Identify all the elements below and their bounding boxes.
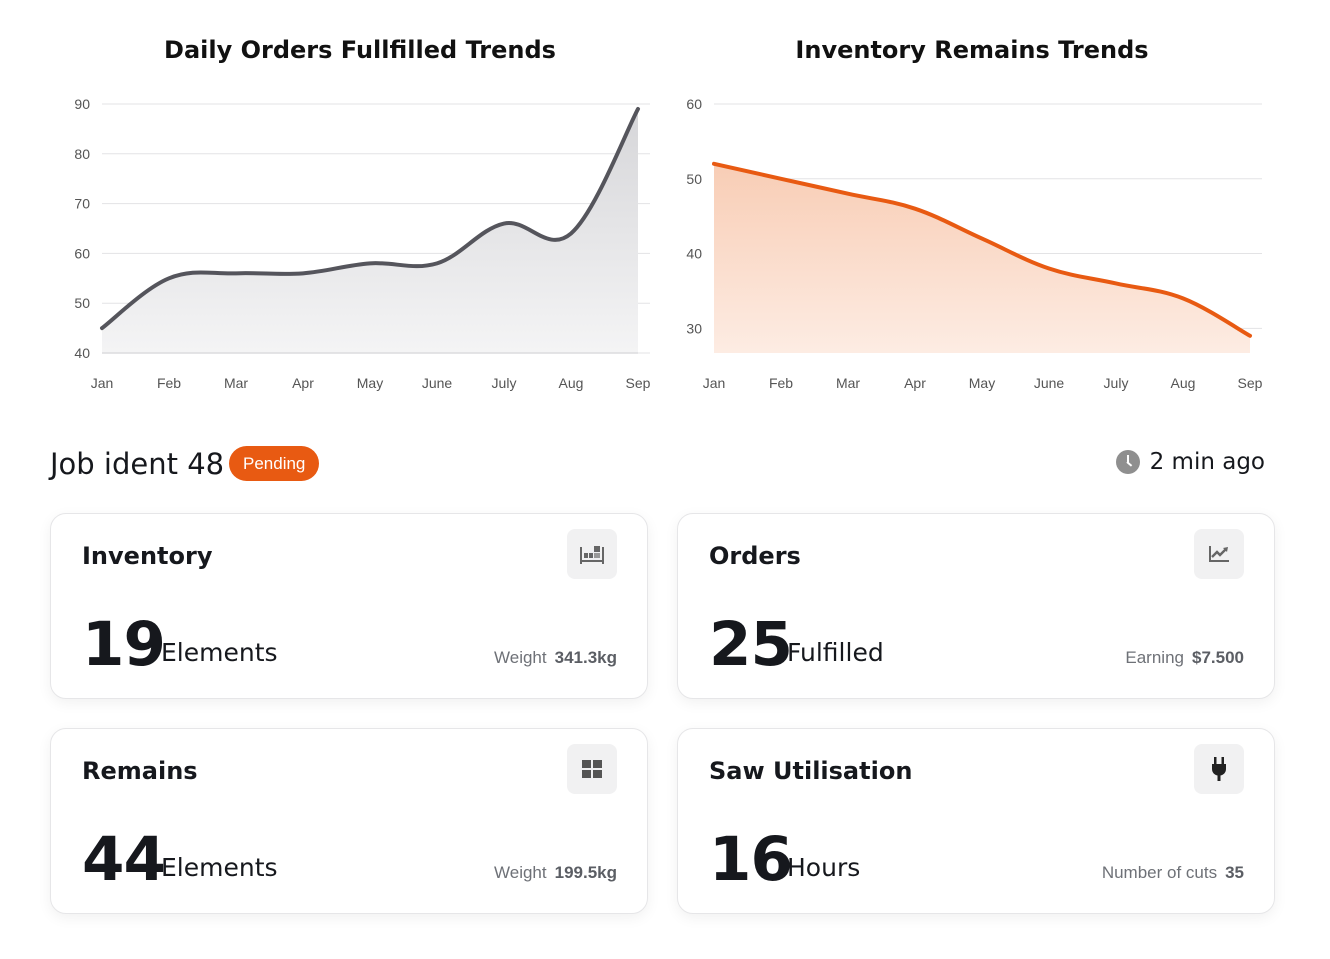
time-text: 2 min ago (1149, 449, 1265, 475)
job-title: Job ident 48 (50, 447, 225, 481)
card-title: Inventory (82, 542, 213, 570)
inventory-chart-svg: 30 40 50 60 Jan Feb Mar Apr May June July Aug Sep (686, 96, 1263, 391)
area-fill (102, 108, 638, 353)
x-tick-label: Aug (1171, 375, 1196, 391)
x-tick-label: July (1104, 375, 1129, 391)
orders-chart-svg: 40 50 60 70 80 90 Jan Feb Mar Apr May June July Aug Se… (74, 96, 651, 391)
orders-card[interactable]: Orders 25 Fulfilled Earning $7.500 (677, 513, 1275, 699)
x-tick-label: May (357, 375, 383, 391)
meta-label: Weight (494, 863, 547, 882)
remains-count: 44 (82, 824, 166, 895)
x-tick-label: Feb (769, 375, 793, 391)
x-tick-label: Sep (626, 375, 651, 391)
shelf-icon[interactable] (567, 529, 617, 579)
meta-value: 199.5kg (554, 863, 617, 882)
meta-value: 35 (1225, 863, 1244, 882)
card-title: Saw Utilisation (709, 757, 913, 785)
status-badge: Pending (229, 446, 320, 481)
y-tick-label: 70 (74, 196, 90, 212)
inventory-card[interactable]: Inventory 19 Elements Weight 341.3kg (50, 513, 648, 699)
x-tick-label: Jan (91, 375, 114, 391)
saw-hours: 16 (709, 824, 793, 895)
y-tick-label: 40 (686, 246, 702, 262)
chart-title: Inventory Remains Trends (795, 36, 1149, 64)
grid-icon[interactable] (567, 744, 617, 794)
x-tick-label: Sep (1238, 375, 1263, 391)
remains-unit: Elements (161, 853, 278, 882)
meta-value: 341.3kg (554, 648, 617, 667)
inventory-meta: Weight 341.3kg (494, 648, 617, 668)
inventory-count: 19 (82, 609, 166, 680)
x-tick-label: Apr (904, 375, 926, 391)
trend-chart-icon[interactable] (1194, 529, 1244, 579)
meta-value: $7.500 (1192, 648, 1244, 667)
orders-chart: Daily Orders Fullfilled Trends 40 50 60 70 8… (50, 30, 670, 410)
x-tick-label: Mar (836, 375, 860, 391)
remains-card[interactable]: Remains 44 Elements Weight 199.5kg (50, 728, 648, 914)
x-tick-label: Mar (224, 375, 248, 391)
saw-unit: Hours (787, 853, 861, 882)
card-title: Orders (709, 542, 801, 570)
chart-title: Daily Orders Fullfilled Trends (164, 36, 556, 64)
x-tick-label: June (422, 375, 453, 391)
meta-label: Number of cuts (1101, 863, 1218, 882)
y-tick-label: 50 (686, 171, 702, 187)
orders-meta: Earning $7.500 (1125, 648, 1244, 668)
x-tick-label: Feb (157, 375, 181, 391)
x-tick-label: Aug (559, 375, 584, 391)
saw-utilisation-card[interactable]: Saw Utilisation 16 Hours Number of cuts 3… (677, 728, 1275, 914)
y-tick-label: 50 (74, 295, 90, 311)
orders-unit: Fulfilled (787, 638, 884, 667)
area-fill (714, 163, 1250, 353)
y-tick-label: 80 (74, 146, 90, 162)
inventory-unit: Elements (161, 638, 278, 667)
y-tick-label: 60 (74, 245, 90, 261)
y-tick-label: 90 (74, 96, 90, 112)
clock-icon (1115, 450, 1140, 474)
x-tick-label: July (492, 375, 517, 391)
job-timestamp: 2 min ago (1115, 449, 1265, 475)
meta-label: Weight (494, 648, 547, 667)
job-header: Job ident 48 Pending 2 min ago (50, 445, 1265, 485)
orders-count: 25 (709, 609, 793, 680)
y-tick-label: 60 (686, 96, 702, 112)
x-tick-label: Apr (292, 375, 314, 391)
x-tick-label: Jan (703, 375, 726, 391)
saw-meta: Number of cuts 35 (1102, 863, 1244, 883)
x-tick-label: May (969, 375, 995, 391)
plug-icon[interactable] (1194, 744, 1244, 794)
remains-meta: Weight 199.5kg (494, 863, 617, 883)
x-tick-label: June (1034, 375, 1065, 391)
inventory-chart: Inventory Remains Trends 30 40 50 60 Jan Feb M… (662, 30, 1282, 410)
y-tick-label: 30 (686, 320, 702, 336)
meta-label: Earning (1125, 648, 1184, 667)
card-title: Remains (82, 757, 198, 785)
y-tick-label: 40 (74, 345, 90, 361)
